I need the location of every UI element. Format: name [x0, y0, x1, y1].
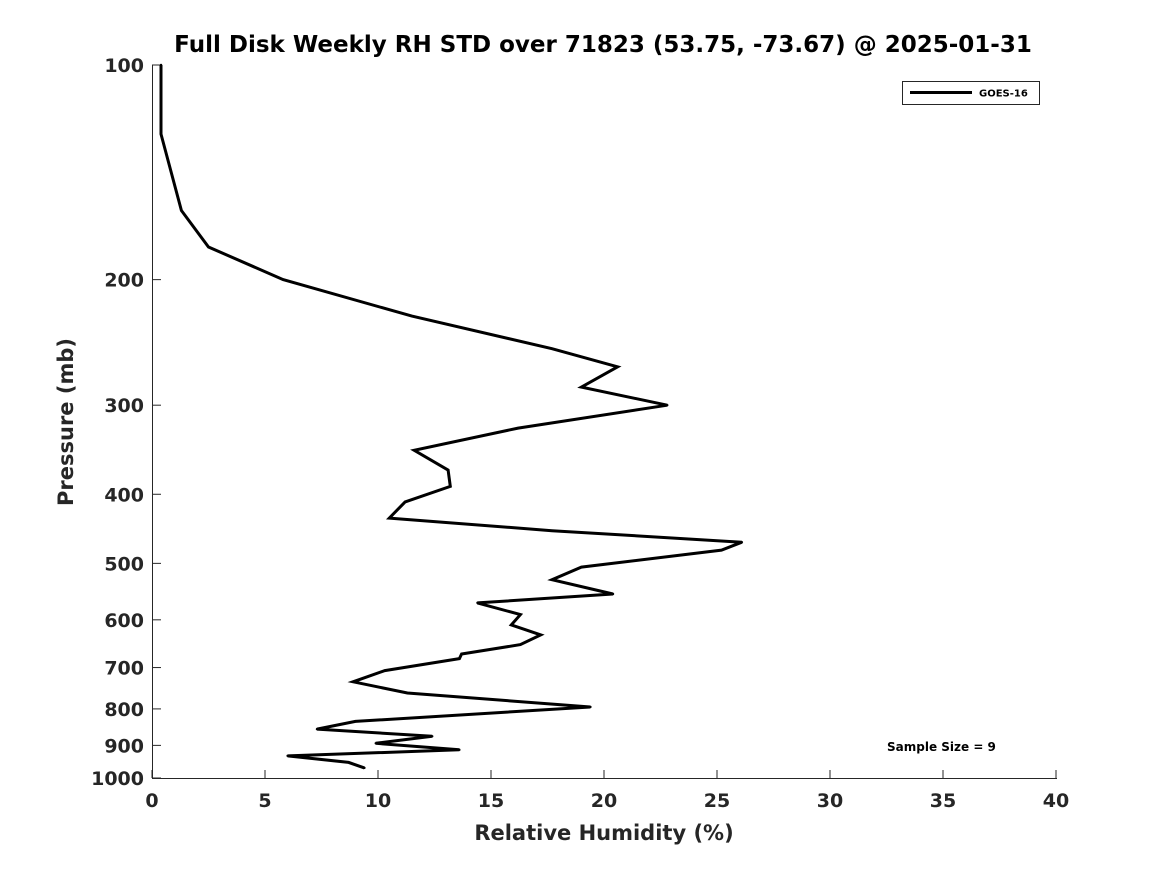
- data-point: [403, 500, 407, 504]
- data-point: [449, 485, 452, 488]
- x-tick-label: 35: [930, 790, 956, 812]
- data-point: [354, 720, 357, 723]
- data-point: [616, 365, 619, 368]
- data-point: [611, 592, 615, 596]
- data-point: [180, 209, 183, 212]
- data-point: [550, 347, 554, 350]
- sample-size-annotation: Sample Size = 9: [887, 740, 996, 754]
- data-point: [539, 633, 542, 637]
- y-axis-label: Pressure (mb): [54, 338, 78, 506]
- data-point: [460, 652, 463, 656]
- data-point: [519, 613, 522, 616]
- data-point: [516, 426, 520, 430]
- y-tick-label: 1000: [91, 768, 144, 790]
- data-point: [286, 754, 289, 758]
- data-point: [580, 565, 583, 569]
- y-tick-label: 700: [104, 658, 144, 680]
- axes: [152, 65, 1057, 779]
- legend-label-goes-16: GOES-16: [979, 89, 1028, 100]
- x-axis-label: Relative Humidity (%): [474, 821, 733, 845]
- y-tick-label: 500: [104, 553, 144, 575]
- y-tick-label: 800: [104, 699, 144, 721]
- data-point: [510, 623, 513, 627]
- data-point: [666, 403, 669, 407]
- data-point: [406, 691, 409, 695]
- plot-frame: [153, 66, 1057, 779]
- data-point: [431, 735, 434, 738]
- data-point: [374, 742, 377, 745]
- y-tick-label: 400: [104, 484, 144, 506]
- y-tick-label: 600: [104, 610, 144, 632]
- data-point: [446, 468, 450, 472]
- data-point: [458, 657, 461, 660]
- data-point: [580, 385, 583, 389]
- data-point: [740, 541, 744, 544]
- legend: GOES-16: [902, 81, 1040, 105]
- data-point: [351, 680, 355, 684]
- data-point: [281, 278, 285, 281]
- data-point: [383, 669, 386, 672]
- data-point: [207, 245, 210, 249]
- x-tick-label: 25: [704, 790, 730, 812]
- data-point: [315, 727, 319, 731]
- data-point: [347, 761, 350, 764]
- data-point: [458, 748, 461, 752]
- x-tick-label: 5: [258, 790, 271, 812]
- series-line-goes-16: [159, 65, 743, 770]
- data-point: [388, 516, 391, 520]
- data-point: [550, 529, 554, 532]
- x-tick-label: 30: [817, 790, 843, 812]
- y-tick-label: 200: [104, 270, 144, 292]
- x-tick-label: 10: [365, 790, 391, 812]
- data-point: [412, 449, 416, 452]
- series-group: [159, 63, 744, 770]
- y-tick-label: 900: [104, 735, 144, 757]
- x-ticks: 0 5 10 15 20 25 30 35 40: [145, 770, 1069, 812]
- data-point: [476, 601, 479, 605]
- x-tick-label: 40: [1043, 790, 1069, 812]
- x-tick-label: 0: [145, 790, 158, 812]
- data-point: [363, 766, 366, 770]
- data-point: [159, 132, 163, 136]
- data-point: [589, 705, 592, 709]
- y-tick-label: 100: [104, 55, 144, 77]
- chart-title: Full Disk Weekly RH STD over 71823 (53.7…: [174, 32, 1032, 58]
- x-tick-label: 15: [478, 790, 504, 812]
- data-point: [410, 314, 414, 318]
- data-point: [720, 548, 723, 552]
- data-point: [159, 63, 163, 67]
- data-point: [519, 643, 522, 646]
- y-tick-label: 300: [104, 395, 144, 417]
- x-tick-label: 20: [591, 790, 617, 812]
- y-ticks: 100 200 300 400 500 600 700 800 900 1000: [91, 55, 161, 790]
- data-point: [550, 578, 554, 581]
